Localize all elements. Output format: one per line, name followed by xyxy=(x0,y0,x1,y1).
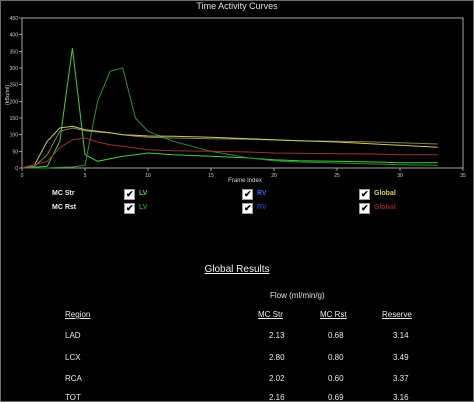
mc-rst-cell: 0.60 xyxy=(328,374,344,383)
flow-header: Flow (ml/min/g) xyxy=(270,291,325,300)
results-title: Global Results xyxy=(204,264,270,275)
checkbox-rst-rv[interactable]: ✔ xyxy=(242,203,253,214)
col-header-region: Region xyxy=(65,310,91,319)
series-line-lv xyxy=(22,67,438,169)
checkbox-str-global[interactable]: ✔ xyxy=(359,189,370,200)
reserve-cell: 3.37 xyxy=(393,374,409,383)
chart-ticks: 0 50 100 150 200 250 300 350 400 450 0 5 10 15 20 25 30 3… xyxy=(10,16,466,179)
region-cell: LAD xyxy=(65,331,81,340)
label-rst-lv: LV xyxy=(139,204,148,211)
series-line-rv xyxy=(21,127,438,169)
checkbox-str-rv[interactable]: ✔ xyxy=(242,189,253,200)
y-tick-label: 350 xyxy=(10,49,19,55)
region-cell: TOT xyxy=(65,393,81,402)
mc-rst-label: MC Rst xyxy=(52,204,77,211)
mc-str-cell: 2.13 xyxy=(269,331,285,340)
reserve-cell: 3.14 xyxy=(393,331,409,340)
y-tick-label: 300 xyxy=(10,66,19,72)
y-tick-label: 100 xyxy=(10,133,19,139)
col-header-reserve: Reserve xyxy=(382,310,412,319)
y-tick-label: 450 xyxy=(10,16,19,22)
reserve-cell: 3.49 xyxy=(393,353,409,362)
mc-rst-cell: 0.69 xyxy=(328,393,344,402)
x-axis-label: Frame Index xyxy=(228,178,262,184)
region-cell: LCX xyxy=(65,353,81,362)
chart-axes xyxy=(21,17,464,169)
y-tick-label: 150 xyxy=(10,116,19,122)
mc-str-cell: 2.02 xyxy=(269,374,285,383)
y-tick-label: 400 xyxy=(10,33,19,39)
x-tick-label: 30 xyxy=(397,173,403,179)
y-tick-label: 0 xyxy=(15,166,18,172)
time-activity-chart: 0 50 100 150 200 250 300 350 400 450 0 5 10 15 20 25 30 3… xyxy=(5,16,466,184)
checkbox-rst-global[interactable]: ✔ xyxy=(359,203,370,214)
x-tick-label: 5 xyxy=(84,173,87,179)
label-rst-rv: RV xyxy=(257,204,267,211)
x-tick-label: 15 xyxy=(208,173,214,179)
y-tick-label: 200 xyxy=(10,99,19,105)
mc-str-cell: 2.16 xyxy=(269,393,285,402)
col-header-mc-rst: MC Rst xyxy=(320,310,347,319)
series-line-lv xyxy=(21,47,438,169)
label-str-lv: LV xyxy=(139,190,148,197)
label-rst-global: Global xyxy=(374,204,396,211)
x-tick-label: 0 xyxy=(21,173,24,179)
mc-rst-cell: 0.68 xyxy=(328,331,344,340)
series-line-global xyxy=(21,125,438,169)
plot-area-border xyxy=(21,17,464,169)
chart-title: Time Activity Curves xyxy=(196,1,278,11)
x-tick-label: 20 xyxy=(271,173,277,179)
chart-series xyxy=(21,47,438,169)
region-cell: RCA xyxy=(65,374,82,383)
reserve-cell: 3.16 xyxy=(393,393,409,402)
col-header-mc-str: MC Str xyxy=(258,310,283,319)
x-tick-label: 35 xyxy=(460,173,466,179)
x-tick-label: 10 xyxy=(145,173,151,179)
checkbox-str-lv[interactable]: ✔ xyxy=(124,189,135,200)
series-line-global xyxy=(21,137,438,169)
y-tick-label: 250 xyxy=(10,83,19,89)
y-axis-label: (kBq/ml) xyxy=(5,85,11,106)
y-tick-label: 50 xyxy=(12,149,18,155)
x-tick-label: 25 xyxy=(334,173,340,179)
label-str-rv: RV xyxy=(257,190,267,197)
mc-str-label: MC Str xyxy=(52,190,75,197)
checkbox-rst-lv[interactable]: ✔ xyxy=(124,203,135,214)
mc-str-cell: 2.80 xyxy=(269,353,285,362)
label-str-global: Global xyxy=(374,190,396,197)
mc-rst-cell: 0.80 xyxy=(328,353,344,362)
